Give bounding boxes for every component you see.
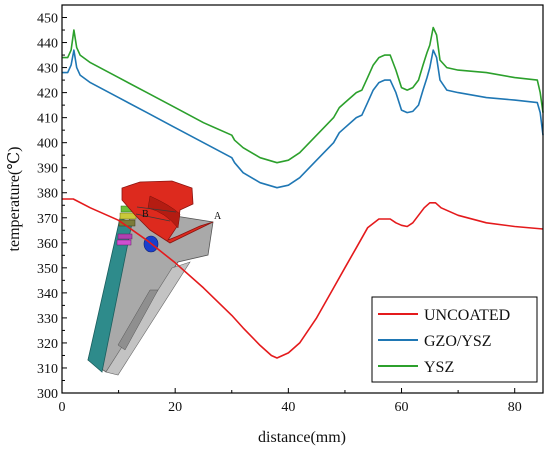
y-tick-label: 380 bbox=[37, 187, 58, 202]
legend-label-ysz: YSZ bbox=[424, 359, 454, 376]
inset-label-a: A bbox=[214, 211, 222, 222]
y-tick-label: 430 bbox=[37, 62, 58, 77]
legend-entry-uncoated: UNCOATED bbox=[378, 307, 510, 324]
x-tick-label: 0 bbox=[59, 400, 66, 415]
chart-legend: UNCOATED GZO/YSZ YSZ bbox=[371, 296, 538, 383]
y-tick-label: 440 bbox=[37, 37, 58, 52]
x-axis-title: distance(mm) bbox=[258, 429, 346, 446]
y-axis: 300 310 320 330 340 350 360 370 380 390 400 410 420 4… bbox=[37, 12, 67, 402]
y-tick-label: 370 bbox=[37, 212, 58, 227]
y-tick-label: 420 bbox=[37, 87, 58, 102]
y-axis-title: temperature(℃) bbox=[6, 147, 23, 252]
y-tick-label: 340 bbox=[37, 287, 58, 302]
x-tick-label: 80 bbox=[508, 400, 522, 415]
legend-entry-ysz: YSZ bbox=[378, 359, 454, 376]
y-tick-label: 360 bbox=[37, 237, 58, 252]
series-line-ysz bbox=[62, 26, 544, 164]
y-tick-label: 320 bbox=[37, 337, 58, 352]
y-tick-label: 300 bbox=[37, 387, 58, 402]
y-tick-label: 400 bbox=[37, 137, 58, 152]
series-line-gzo-ysz bbox=[62, 49, 544, 189]
plot-area-frame bbox=[61, 4, 544, 394]
series-layer bbox=[62, 26, 544, 359]
y-tick-label: 390 bbox=[37, 162, 58, 177]
y-tick-label: 330 bbox=[37, 312, 58, 327]
x-tick-label: 20 bbox=[168, 400, 182, 415]
y-tick-label: 450 bbox=[37, 12, 58, 27]
y-tick-label: 310 bbox=[37, 362, 58, 377]
x-tick-label: 40 bbox=[281, 400, 295, 415]
x-tick-label: 60 bbox=[395, 400, 409, 415]
series-line-uncoated bbox=[62, 198, 544, 359]
legend-entry-gzo-ysz: GZO/YSZ bbox=[378, 333, 492, 350]
legend-label-uncoated: UNCOATED bbox=[424, 307, 510, 324]
y-tick-label: 410 bbox=[37, 112, 58, 127]
x-axis: 0 20 40 60 80 bbox=[59, 388, 522, 415]
inset-label-b: B bbox=[142, 209, 149, 220]
y-tick-label: 350 bbox=[37, 262, 58, 277]
legend-label-gzo-ysz: GZO/YSZ bbox=[424, 333, 492, 350]
piston-model-image: A B bbox=[87, 180, 222, 376]
